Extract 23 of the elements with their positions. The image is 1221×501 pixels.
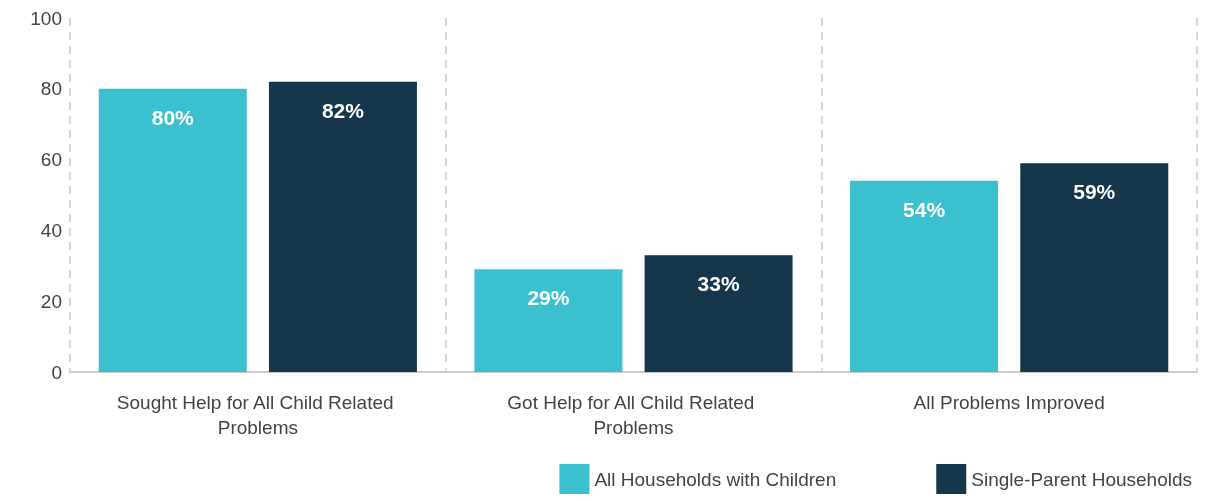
x-tick-label: Got Help for All Child Related Problems [507,392,760,438]
y-tick-label: 20 [40,290,62,312]
bar [474,269,623,372]
y-tick-label: 40 [40,219,62,241]
data-label: 33% [697,272,740,296]
y-tick-label: 0 [51,361,62,383]
bar [850,180,999,372]
y-tick-label: 100 [30,7,62,29]
data-label: 54% [903,197,946,221]
bar [1020,163,1169,372]
data-label: 80% [151,105,195,129]
data-label: 59% [1073,180,1116,204]
data-label: 29% [527,286,570,310]
bar [644,255,793,372]
bar [98,88,247,372]
x-tick-label: Sought Help for All Child Related Problems [116,392,399,438]
legend-label: All Households with Children [594,468,837,490]
legend-label: Single-Parent Households [971,468,1192,490]
y-tick-label: 80 [40,78,62,100]
data-label: 82% [321,98,365,122]
x-tick-label: All Problems Improved [913,392,1105,413]
y-tick-label: 60 [40,149,62,171]
bar [268,81,417,372]
